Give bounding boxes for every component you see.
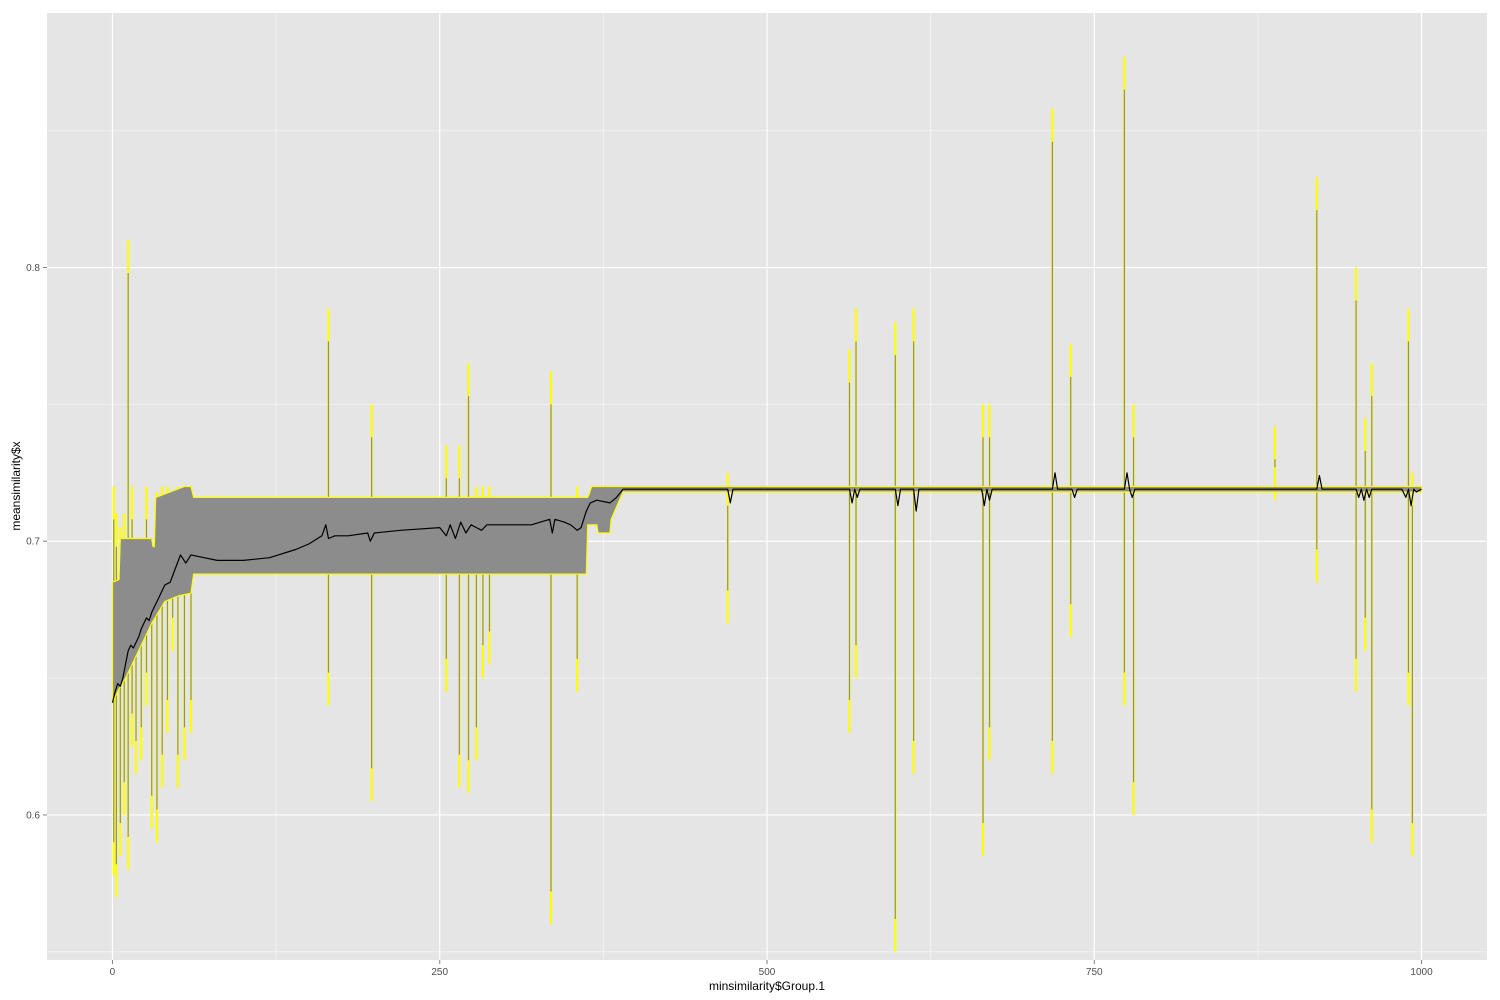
x-tick-label: 750 [1086,967,1103,978]
x-axis-title: minsimilarity$Group.1 [709,979,825,993]
x-tick-label: 0 [110,967,116,978]
mean-line-group [111,472,1422,703]
x-tick-label: 1000 [1410,967,1433,978]
x-axis-ticks: 0 250 500 750 1000 [110,960,1433,978]
y-axis-ticks: 0.6 0.7 0.8 [26,263,47,821]
y-tick-label: 0.8 [26,263,40,274]
y-tick-label: 0.6 [26,810,40,821]
y-tick-label: 0.7 [26,537,40,548]
ribbon-area [111,485,1423,704]
x-tick-label: 500 [759,967,776,978]
mean-line [111,472,1422,703]
y-axis-title: meansimilarity$x [9,441,23,530]
x-tick-label: 250 [431,967,448,978]
confidence-ribbon [111,485,1423,704]
